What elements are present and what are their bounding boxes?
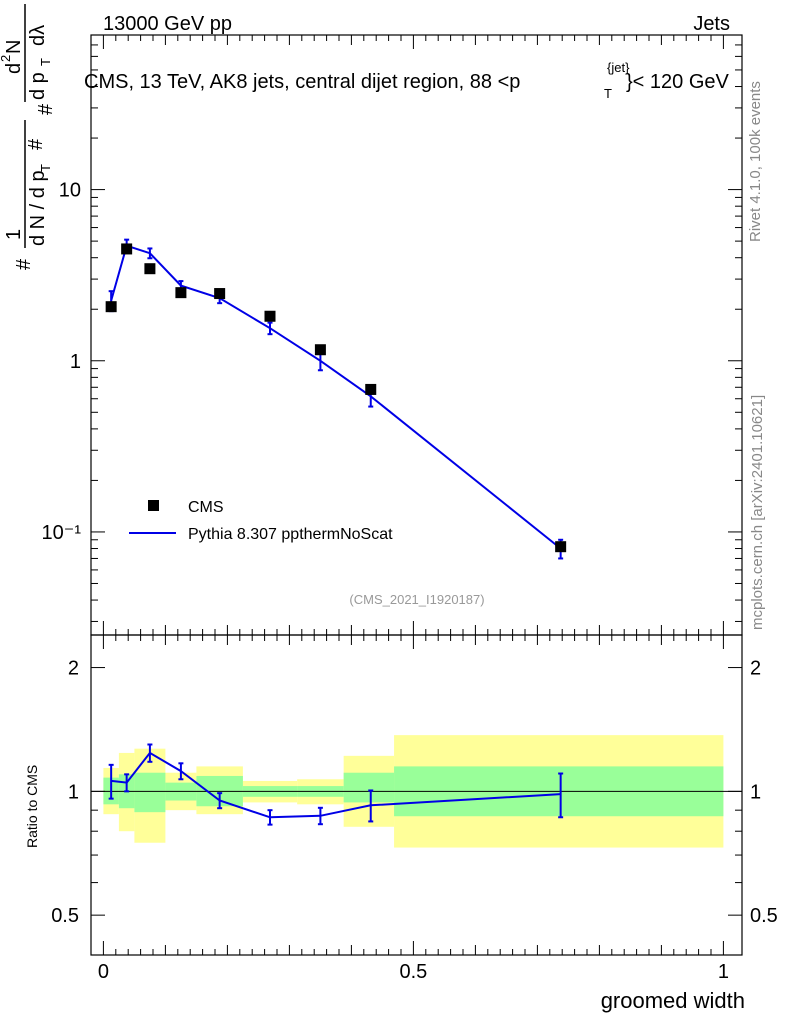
plot-title-sub: T <box>604 86 612 101</box>
ratio-y-tick-label-left-2: 0.5 <box>51 905 79 927</box>
main-y-tick-label-0: 10 <box>59 180 81 202</box>
x-tick-label-1: 0.5 <box>399 961 427 983</box>
ylabel-dn-sub: T <box>38 164 53 172</box>
cms-point-6 <box>314 344 326 356</box>
analysis-id: (CMS_2021_I1920187) <box>349 592 484 607</box>
x-tick-label-0: 0 <box>98 961 109 983</box>
legend-cms-marker <box>148 500 159 511</box>
main-y-tick-label-1: 1 <box>70 351 81 373</box>
mcplots-label: mcplots.cern.ch [arXiv:2401.10621] <box>749 395 766 630</box>
cms-point-0 <box>105 301 117 313</box>
ylabel-hash-2: # <box>25 138 47 150</box>
cms-point-8 <box>555 541 567 553</box>
ratio-panel: 0 0.5 1 2 2 1 1 0.5 0.5 <box>51 634 778 983</box>
plot-title-main: CMS, 13 TeV, AK8 jets, central dijet reg… <box>84 71 520 93</box>
ylabel-num: d <box>3 63 25 74</box>
plot-title: CMS, 13 TeV, AK8 jets, central dijet reg… <box>84 60 730 101</box>
category-label: Jets <box>693 13 730 35</box>
ylabel-hash-3: # <box>35 103 57 115</box>
ratio-frame <box>90 634 743 956</box>
cms-point-1 <box>121 243 133 255</box>
ylabel-num-n: N <box>3 40 25 54</box>
x-axis-label: groomed width <box>601 988 745 1013</box>
ratio-y-tick-label-right-1: 1 <box>750 781 761 803</box>
legend-mc-label: Pythia 8.307 ppthermNoScat <box>188 526 393 543</box>
main-frame <box>90 34 743 636</box>
ratio-y-tick-label-right-0: 2 <box>750 658 761 680</box>
ratio-band-inner-7 <box>343 772 395 803</box>
x-tick-label-2: 1 <box>718 961 729 983</box>
legend-cms-label: CMS <box>188 499 224 516</box>
ratio-band-inner-2 <box>134 772 166 813</box>
main-y-tick-label-2: 10⁻¹ <box>42 522 82 544</box>
ylabel-dn: d N / d p <box>27 170 49 246</box>
cms-point-5 <box>264 310 276 322</box>
ratio-y-tick-label-right-2: 0.5 <box>750 905 778 927</box>
ylabel-one: 1 <box>3 229 25 240</box>
ylabel-hash-1: # <box>13 258 35 270</box>
ylabel-den: d p <box>27 72 49 100</box>
cms-point-4 <box>214 288 226 300</box>
ratio-y-axis-label: Ratio to CMS <box>24 765 40 848</box>
rivet-label: Rivet 4.1.0, 100k events <box>747 81 764 242</box>
main-panel: 10 1 10⁻¹ <box>42 34 743 636</box>
energy-label: 13000 GeV pp <box>103 13 232 35</box>
cms-point-2 <box>144 263 156 275</box>
ratio-y-tick-label-left-0: 2 <box>68 658 79 680</box>
ylabel-den-sub: T <box>38 58 53 66</box>
ratio-y-tick-label-left-1: 1 <box>68 781 79 803</box>
ylabel-den-lambda: dλ <box>27 25 49 46</box>
ylabel-num-sup: 2 <box>0 55 13 62</box>
legend: CMS Pythia 8.307 ppthermNoScat <box>129 499 393 543</box>
cms-point-3 <box>175 287 187 299</box>
cms-point-7 <box>365 383 377 395</box>
plot-title-sup: {jet} <box>607 60 630 75</box>
plot-title-end: }< 120 GeV <box>626 71 730 93</box>
main-y-axis-label: # 1 d N / d p T # # d 2 N d p T dλ <box>0 4 57 270</box>
